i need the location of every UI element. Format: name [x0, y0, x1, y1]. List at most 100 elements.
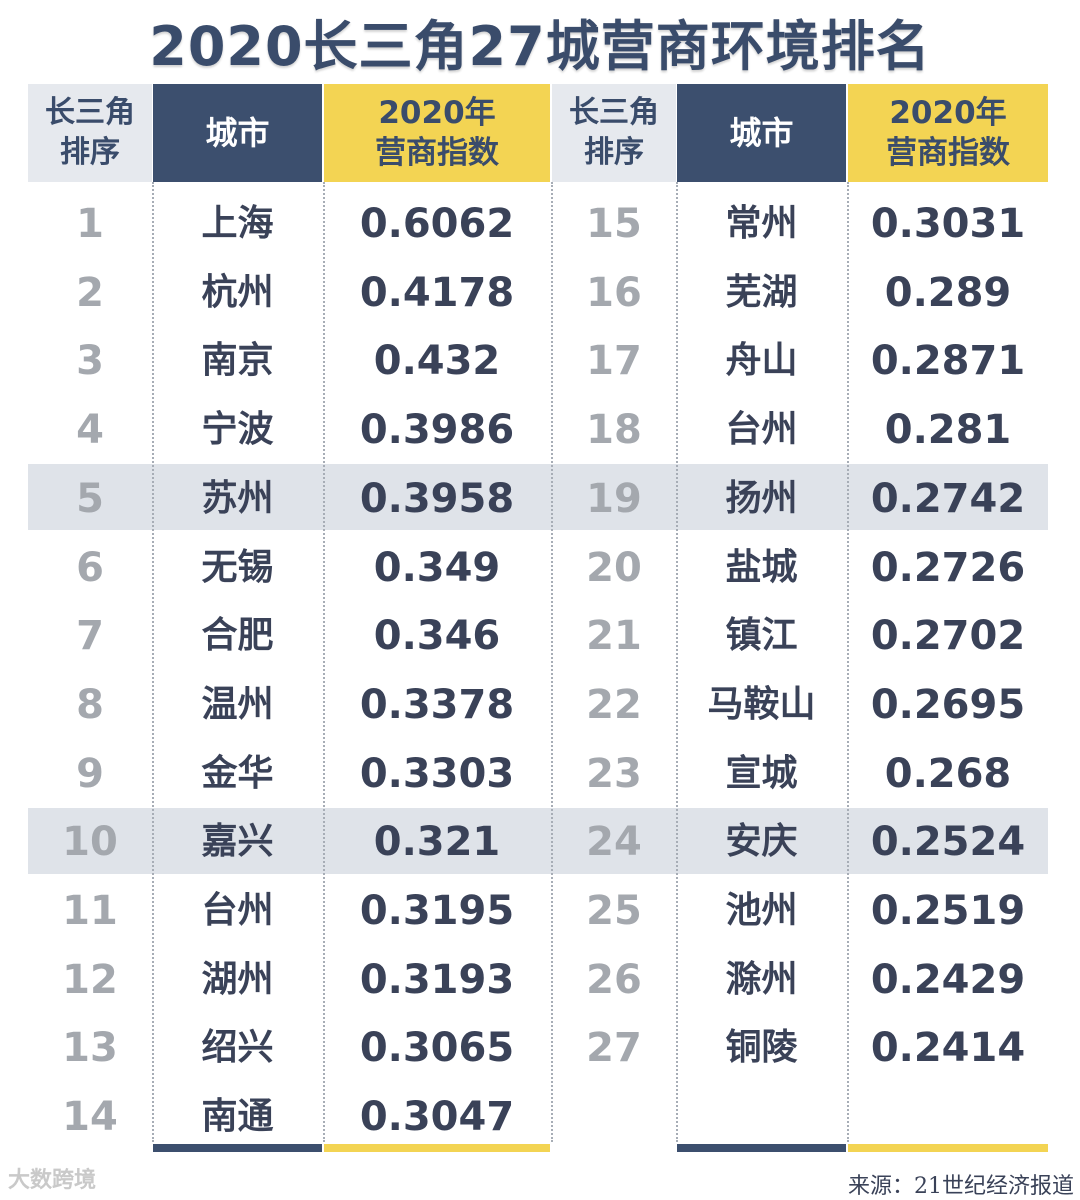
rank-cell: 6: [76, 545, 104, 591]
index-cell: 0.349: [373, 545, 501, 591]
index-cell: 0.2726: [870, 545, 1026, 591]
header-rank-line2: 排序: [584, 135, 644, 170]
rank-cell: 7: [76, 613, 104, 659]
index-cell: 0.6062: [359, 201, 515, 247]
city-cell: 镇江: [725, 615, 798, 656]
city-cell: 温州: [201, 684, 274, 725]
index-cell: 0.2524: [870, 819, 1026, 865]
footer-bar-index-right: [848, 1144, 1048, 1152]
rank-cell: 14: [62, 1094, 118, 1140]
footer-bar-city-left: [153, 1144, 322, 1152]
index-cell: 0.3031: [870, 201, 1026, 247]
rank-cell: 2: [76, 270, 104, 316]
city-cell: 绍兴: [201, 1027, 274, 1068]
index-cell: 0.3065: [359, 1025, 515, 1071]
source-note: 来源：21世纪经济报道: [848, 1174, 1074, 1199]
highlight-row-5: [28, 464, 1048, 530]
rank-cell: 24: [586, 819, 642, 865]
rank-cell: 13: [62, 1025, 118, 1071]
header-city-right: 城市: [677, 84, 846, 182]
rank-cell: 15: [586, 201, 642, 247]
header-city-label: 城市: [729, 114, 794, 152]
city-cell: 滁州: [725, 959, 798, 1000]
city-cell: 安庆: [725, 821, 798, 862]
rank-cell: 18: [586, 407, 642, 453]
column-divider: [551, 182, 553, 1142]
footer-bar-index-left: [324, 1144, 550, 1152]
city-cell: 无锡: [201, 547, 274, 588]
rank-cell: 27: [586, 1025, 642, 1071]
rank-cell: 16: [586, 270, 642, 316]
city-cell: 嘉兴: [201, 821, 274, 862]
city-cell: 扬州: [725, 478, 798, 519]
rank-cell: 26: [586, 957, 642, 1003]
rank-cell: 3: [76, 338, 104, 384]
header-index-line2: 营商指数: [375, 135, 499, 171]
city-cell: 金华: [201, 753, 274, 794]
index-cell: 0.4178: [359, 270, 515, 316]
index-cell: 0.2695: [870, 682, 1026, 728]
city-cell: 宣城: [725, 753, 798, 794]
header-rank-line1: 长三角: [569, 95, 659, 130]
column-divider: [676, 182, 678, 1142]
rank-cell: 23: [586, 751, 642, 797]
index-cell: 0.3378: [359, 682, 515, 728]
city-cell: 合肥: [201, 615, 274, 656]
city-cell: 苏州: [201, 478, 274, 519]
index-cell: 0.3047: [359, 1094, 515, 1140]
header-index-line1: 2020年: [889, 95, 1007, 131]
city-cell: 舟山: [725, 340, 798, 381]
city-cell: 杭州: [201, 272, 274, 313]
rank-cell: 9: [76, 751, 104, 797]
index-cell: 0.268: [884, 751, 1012, 797]
city-cell: 湖州: [201, 959, 274, 1000]
city-cell: 常州: [725, 203, 798, 244]
city-cell: 南通: [201, 1096, 274, 1137]
city-cell: 盐城: [725, 547, 798, 588]
header-city-label: 城市: [205, 114, 270, 152]
city-cell: 芜湖: [725, 272, 798, 313]
rank-cell: 19: [586, 476, 642, 522]
index-cell: 0.3303: [359, 751, 515, 797]
header-rank-line2: 排序: [60, 135, 120, 170]
city-cell: 上海: [201, 203, 274, 244]
city-cell: 铜陵: [725, 1027, 798, 1068]
rank-cell: 10: [62, 819, 118, 865]
index-cell: 0.3986: [359, 407, 515, 453]
rank-cell: 12: [62, 957, 118, 1003]
header-rank-line1: 长三角: [45, 95, 135, 130]
rank-cell: 5: [76, 476, 104, 522]
column-divider: [152, 182, 154, 1142]
city-cell: 池州: [725, 890, 798, 931]
index-cell: 0.3193: [359, 957, 515, 1003]
header-rank-left: 长三角 排序: [28, 84, 152, 182]
header-index-right: 2020年 营商指数: [848, 84, 1048, 182]
index-cell: 0.2429: [870, 957, 1026, 1003]
index-cell: 0.321: [373, 819, 501, 865]
city-cell: 马鞍山: [707, 684, 816, 725]
header-index-left: 2020年 营商指数: [324, 84, 550, 182]
header-city-left: 城市: [153, 84, 322, 182]
rank-cell: 21: [586, 613, 642, 659]
index-cell: 0.2702: [870, 613, 1026, 659]
rank-cell: 8: [76, 682, 104, 728]
footer-bar-city-right: [677, 1144, 846, 1152]
city-cell: 台州: [201, 890, 274, 931]
index-cell: 0.2519: [870, 888, 1026, 934]
column-divider: [847, 182, 849, 1142]
header-rank-right: 长三角 排序: [552, 84, 676, 182]
header-index-line2: 营商指数: [886, 135, 1010, 171]
city-cell: 宁波: [201, 409, 274, 450]
index-cell: 0.2742: [870, 476, 1026, 522]
rank-cell: 17: [586, 338, 642, 384]
index-cell: 0.3195: [359, 888, 515, 934]
index-cell: 0.281: [884, 407, 1012, 453]
rank-cell: 20: [586, 545, 642, 591]
rank-cell: 22: [586, 682, 642, 728]
rank-cell: 1: [76, 201, 104, 247]
index-cell: 0.432: [373, 338, 501, 384]
index-cell: 0.2871: [870, 338, 1026, 384]
rank-cell: 25: [586, 888, 642, 934]
column-divider: [323, 182, 325, 1142]
watermark: 大数跨境: [8, 1168, 97, 1193]
